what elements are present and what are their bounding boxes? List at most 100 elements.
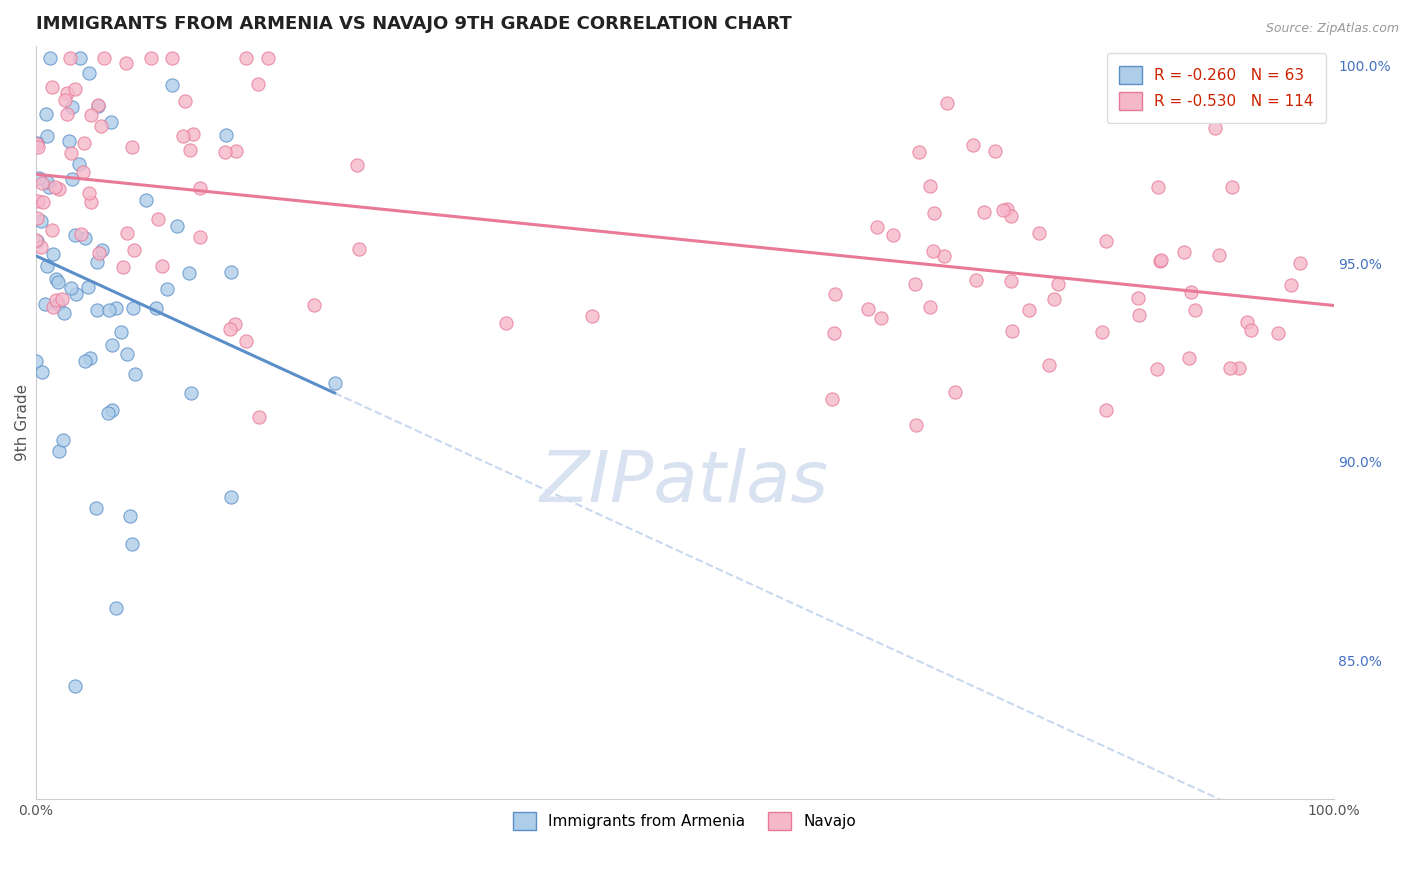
Point [247,409,270,424]
Point [1240,323,1263,337]
Point [214,145,236,160]
Point [922,244,945,259]
Point [58,134,80,148]
Point [111,260,134,275]
Point [27,194,49,208]
Point [905,417,928,432]
Point [105,601,128,615]
Point [962,138,984,153]
Point [51,292,73,306]
Point [45,271,67,285]
Point [46,275,69,289]
Point [323,376,346,390]
Point [35,106,58,120]
Point [922,206,945,220]
Point [1208,248,1230,262]
Point [27,211,49,225]
Point [44,180,66,194]
Point [1204,121,1226,136]
Point [181,127,204,141]
Point [41,223,63,237]
Point [821,392,844,407]
Point [31,365,53,379]
Point [118,508,141,523]
Point [110,326,132,340]
Point [824,287,846,301]
Point [1149,254,1171,268]
Point [52,306,75,320]
Point [28,171,51,186]
Point [965,272,987,286]
Point [141,51,163,65]
Point [225,144,247,158]
Point [973,205,995,219]
Point [87,98,110,112]
Point [60,280,83,294]
Point [73,353,96,368]
Point [904,277,927,291]
Point [34,297,56,311]
Point [90,119,112,133]
Point [918,178,941,193]
Point [31,177,53,191]
Point [32,195,55,210]
Point [60,146,83,161]
Point [37,129,59,144]
Point [1000,209,1022,223]
Point [35,259,58,273]
Point [121,140,143,154]
Point [865,220,887,235]
Point [882,227,904,242]
Point [1128,308,1150,322]
Point [173,94,195,108]
Point [224,317,246,331]
Point [80,194,103,209]
Point [179,266,201,280]
Point [63,679,86,693]
Point [52,433,75,447]
Point [135,193,157,207]
Point [1038,358,1060,372]
Point [235,334,257,348]
Point [995,202,1018,216]
Point [1178,351,1201,365]
Point [86,255,108,269]
Point [247,77,270,91]
Point [73,231,96,245]
Point [1220,179,1243,194]
Point [101,403,124,417]
Point [115,347,138,361]
Point [58,51,80,65]
Point [56,107,79,121]
Point [63,228,86,243]
Point [56,86,79,100]
Point [188,229,211,244]
Point [858,301,880,316]
Point [46,297,69,311]
Point [180,385,202,400]
Point [581,310,603,324]
Point [48,182,70,196]
Point [984,145,1007,159]
Point [179,144,201,158]
Point [25,136,48,151]
Point [48,443,70,458]
Point [30,213,52,227]
Point [1218,361,1240,376]
Point [25,353,48,368]
Point [27,140,49,154]
Legend: Immigrants from Armenia, Navajo: Immigrants from Armenia, Navajo [508,805,862,837]
Text: ZIPatlas: ZIPatlas [540,448,830,517]
Point [77,66,100,80]
Point [823,326,845,340]
Point [1146,180,1168,194]
Point [63,82,86,96]
Point [1001,324,1024,338]
Point [1184,302,1206,317]
Point [1091,325,1114,339]
Point [1028,226,1050,240]
Point [45,293,67,307]
Point [1267,326,1289,341]
Point [1180,285,1202,299]
Point [86,303,108,318]
